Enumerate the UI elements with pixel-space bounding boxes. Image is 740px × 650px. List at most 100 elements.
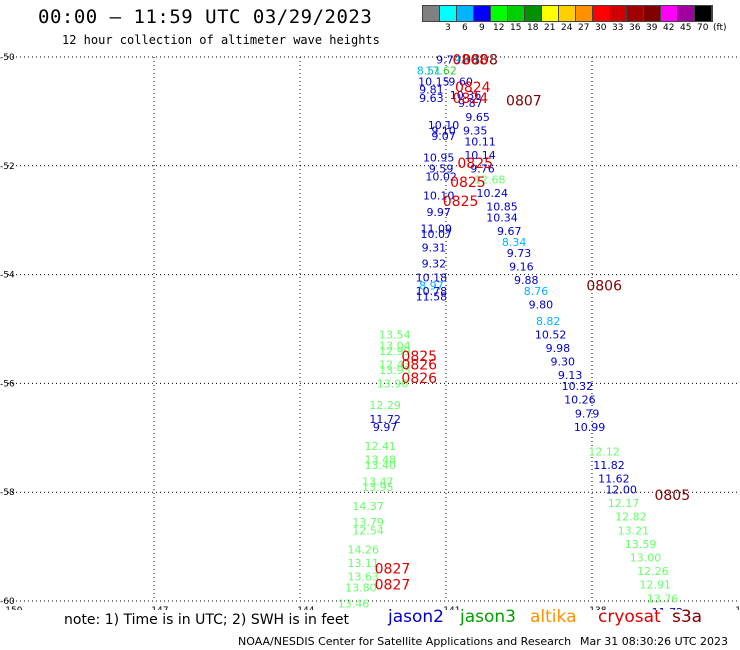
data-point-label: 10.10: [423, 190, 455, 203]
data-point-label: 12.29: [369, 399, 401, 412]
pass-time-label: 0824: [455, 80, 491, 96]
pass-time-label: 0827: [375, 578, 411, 594]
data-point-label: 12.41: [365, 440, 397, 453]
data-point-label: 13.96: [377, 377, 409, 390]
data-point-label: 9.63: [419, 92, 444, 105]
data-point-label: 13.93: [379, 364, 411, 377]
legend-label: 70: [697, 23, 709, 33]
data-point-label: 12.12: [588, 445, 620, 458]
data-point-label: 14.32: [338, 609, 370, 610]
data-point-label: 12.17: [608, 497, 640, 510]
pass-time-label: 0808: [453, 53, 489, 69]
legend-label: 45: [680, 23, 692, 33]
data-point-label: 9.31: [422, 241, 447, 254]
pass-time-label: 0808: [462, 53, 498, 69]
legend-swatch: [440, 6, 457, 21]
data-point-label: 9.30: [551, 356, 576, 369]
legend-swatch: [678, 6, 695, 21]
legend-label: 9: [479, 23, 485, 33]
x-tick-label: -150: [2, 606, 23, 610]
data-point-label: 17.62: [425, 65, 457, 78]
pass-time-label: 0806: [586, 278, 622, 294]
y-tick-label: -56: [0, 379, 15, 389]
data-point-label: 11.62: [598, 473, 630, 486]
data-point-label: 10.36: [450, 89, 482, 102]
pass-time-label: 0827: [375, 561, 411, 577]
data-point-label: 13.59: [625, 538, 657, 551]
data-point-label: 9.79: [436, 54, 461, 67]
pass-time-label: 0825: [450, 175, 486, 191]
legend-label: 15: [510, 23, 522, 33]
pass-time-label: 0826: [401, 357, 437, 373]
data-point-label: 9.81: [419, 84, 444, 97]
legend-label: 36: [629, 23, 641, 33]
data-point-label: 9.76: [470, 163, 495, 176]
legend-swatch: [457, 6, 474, 21]
legend-swatch: [627, 6, 644, 21]
data-point-label: 10.11: [464, 135, 496, 148]
legend-label: 3: [445, 23, 451, 33]
data-point-label: 10.34: [486, 211, 518, 224]
data-point-label: 9.32: [422, 258, 447, 271]
x-tick-label: -147: [148, 606, 168, 610]
legend-label: 39: [646, 23, 658, 33]
data-point-label: 13.95: [362, 481, 394, 494]
data-point-label: 9.60: [448, 75, 473, 88]
data-point-label: 13.63: [348, 571, 380, 584]
data-point-label: 13.46: [338, 598, 370, 610]
data-point-label: 8.76: [524, 285, 549, 298]
pass-time-label: 0825: [457, 156, 493, 172]
data-point-label: 9.13: [558, 369, 583, 382]
data-point-label: 11.09: [421, 222, 453, 235]
legend-label: 42: [663, 23, 675, 33]
data-point-label: 13.54: [379, 328, 411, 341]
mission-cryosat: cryosat: [598, 607, 661, 627]
legend-label: 12: [493, 23, 505, 33]
data-point-label: 12.68: [474, 173, 506, 186]
data-point-label: 8.34: [502, 236, 527, 249]
data-point-label: 10.15: [418, 75, 450, 88]
data-point-label: 13.00: [630, 551, 662, 564]
x-tick-label: -13: [732, 606, 740, 610]
data-point-label: 9.67: [497, 225, 522, 238]
data-point-label: 12.91: [640, 579, 672, 592]
data-point-label: 10.24: [476, 187, 508, 200]
data-point-label: 13.80: [345, 581, 377, 594]
mission-jason3: jason3: [460, 607, 516, 627]
data-point-label: 12.26: [637, 565, 669, 578]
data-point-label: 12.54: [352, 524, 384, 537]
data-point-label: 13.47: [362, 475, 394, 488]
legend-swatch: [576, 6, 593, 21]
footer-timestamp: Mar 31 08:30:26 UTC 2023: [580, 635, 728, 648]
x-tick-label: -141: [440, 606, 460, 610]
data-point-label: 11.72: [369, 413, 401, 426]
data-point-label: 10.07: [421, 228, 453, 241]
legend-swatch: [542, 6, 559, 21]
data-point-label: 13.21: [618, 524, 650, 537]
legend-swatch: [644, 6, 661, 21]
data-point-label: 9.88: [514, 274, 539, 287]
pass-time-label: 0807: [506, 94, 542, 110]
data-point-label: 9.35: [463, 124, 488, 137]
data-point-label: 12.00: [605, 483, 637, 496]
data-point-label: 8.82: [536, 315, 561, 328]
data-point-label: 9.10: [431, 124, 456, 137]
legend-swatch: [661, 6, 678, 21]
data-point-label: 10.85: [486, 201, 518, 214]
wave-height-plot: -150 -147 -144 -141 -138 -13 -50 -52 -54 -56 -58 -6…: [0, 53, 740, 610]
data-point-label: 9.16: [509, 260, 534, 273]
data-point-label: 13.11: [348, 557, 380, 570]
data-point-label: 9.97: [426, 206, 451, 219]
footer-credit: NOAA/NESDIS Center for Satellite Applica…: [238, 635, 572, 648]
page-title: 00:00 – 11:59 UTC 03/29/2023: [38, 6, 373, 28]
legend-label: 6: [462, 23, 468, 33]
data-point-label: 12.43: [379, 358, 411, 371]
data-point-label: 9.87: [458, 97, 483, 110]
legend-swatch: [508, 6, 525, 21]
data-point-label: 13.79: [352, 516, 384, 529]
legend-swatch: [610, 6, 627, 21]
data-point-label: 11.72: [652, 606, 684, 610]
data-point-label: 10.10: [428, 119, 460, 132]
pass-time-label: 0805: [654, 488, 690, 504]
legend-label: 33: [612, 23, 624, 33]
